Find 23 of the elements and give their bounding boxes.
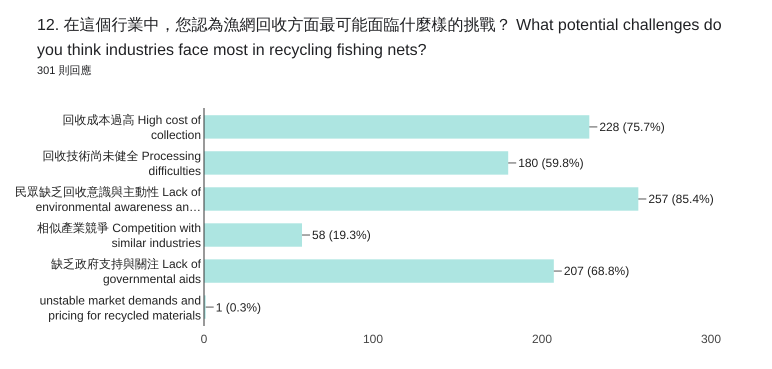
data-label: 180 (59.8%): [518, 156, 584, 170]
y-tick-label: 相似產業競爭 Competition with similar industries: [36, 221, 201, 250]
y-tick-label: 回收技術尚未健全 Processing difficulties: [42, 149, 201, 178]
data-label: 58 (19.3%): [312, 228, 371, 242]
bar: [204, 223, 302, 247]
bar: [204, 115, 590, 139]
x-tick-label: 200: [532, 332, 552, 346]
y-tick-label: 缺乏政府支持與關注 Lack of governmental aids: [50, 257, 202, 286]
chart-title: 12. 在這個行業中，您認為漁網回收方面最可能面臨什麼樣的挑戰？ What potential challenges do you think industries face most in recycling fishing nets?: [37, 16, 722, 59]
data-label: 228 (75.7%): [599, 120, 665, 134]
bar: [204, 259, 554, 283]
data-label: 207 (68.8%): [564, 264, 630, 278]
y-tick-label: 民眾缺乏回收意識與主動性 Lack of environmental awareness an…: [14, 185, 202, 214]
data-label: 1 (0.3%): [216, 300, 262, 314]
bar: [204, 151, 508, 175]
x-tick-label: 0: [200, 332, 208, 346]
y-tick-label: unstable market demands and pricing for recycled materials: [40, 293, 201, 322]
x-tick-label: 100: [362, 332, 384, 346]
x-tick-label: 300: [700, 332, 722, 346]
y-tick-label: 回收成本過高 High cost of collection: [62, 113, 202, 142]
data-label: 257 (85.4%): [648, 192, 714, 206]
bar: [204, 187, 638, 211]
text: 301 則回應: [37, 64, 92, 77]
